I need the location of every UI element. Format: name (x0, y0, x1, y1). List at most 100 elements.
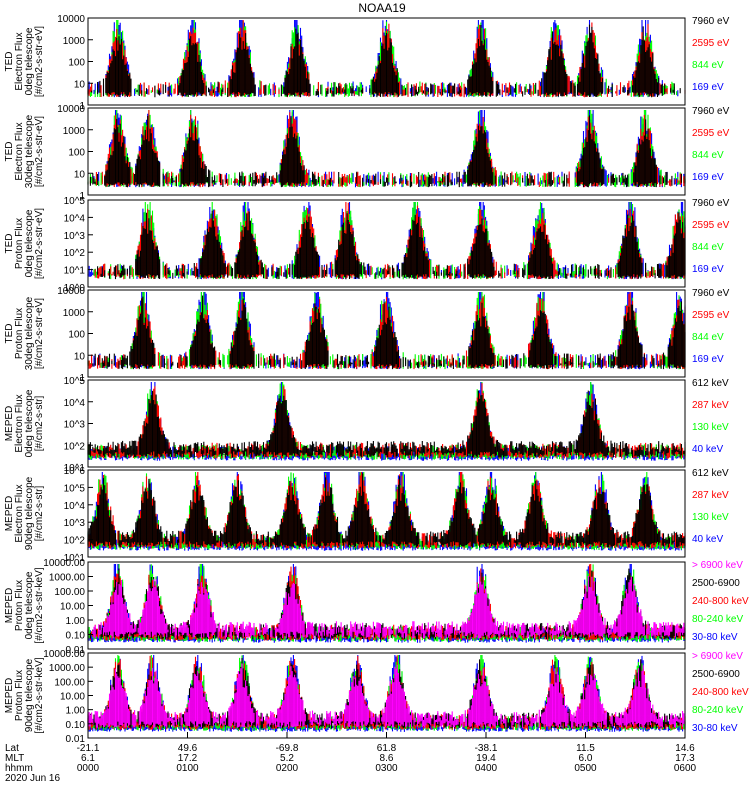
ylabel-line: [#/cm2-s-str-keV] (34, 567, 45, 643)
xtick-label: 0000 (77, 763, 100, 774)
ylabel-line: TED (4, 234, 15, 254)
ylabel-line: Electron Flux (14, 394, 25, 452)
ytick-label: 100 (68, 148, 85, 159)
panel-5-traces (87, 382, 686, 461)
ytick-label: 1 (79, 101, 85, 112)
legend-entry: 2595 eV (692, 38, 730, 49)
panel-6-frame (87, 469, 686, 558)
ytick-label: 10^1 (64, 463, 86, 474)
ylabel-line: 0deg telescope (24, 27, 35, 95)
ytick-label: 100.00 (54, 587, 85, 598)
xtick-label: 0100 (176, 763, 199, 774)
ytick-label: 10000 (57, 14, 85, 25)
ylabel-line: Electron Flux (14, 32, 25, 90)
xtick-label: 8.6 (380, 753, 394, 764)
legend-entry: 240-800 keV (692, 687, 749, 698)
ylabel-line: [#/cm2-s-str-keV] (34, 657, 45, 733)
ytick-label: 10^3 (64, 420, 86, 431)
ytick-label: 100.00 (54, 677, 85, 688)
ylabel-line: Proton Flux (14, 308, 25, 359)
xtick-label: -38.1 (475, 743, 498, 754)
ylabel-line: TED (4, 324, 15, 344)
ytick-label: 10^3 (64, 518, 86, 529)
legend-entry: 7960 eV (692, 288, 730, 299)
ylabel-line: 0deg telescope (24, 209, 35, 277)
xtick-label: 49.6 (178, 743, 198, 754)
legend-entry: 240-800 keV (692, 596, 749, 607)
xtick-label: 6.0 (579, 753, 593, 764)
ylabel-line: 30deg telescope (24, 114, 35, 188)
ytick-label: 10^4 (64, 501, 86, 512)
ylabel-line: Proton Flux (14, 580, 25, 631)
xtick-label: -69.8 (276, 743, 299, 754)
panel-6-traces (87, 472, 686, 551)
ylabel-line: MEPED (4, 588, 15, 624)
ytick-label: 10000.00 (43, 649, 85, 660)
panel-4: 1 10 100 1000 10000 TED Proton Flux 30deg teles… (4, 286, 730, 384)
xaxis-row-label: MLT (5, 753, 24, 764)
ylabel-line: 90deg telescope (24, 476, 35, 550)
legend-entry: 169 eV (692, 172, 724, 183)
ylabel-line: 0deg telescope (24, 389, 35, 457)
ylabel-line: Proton Flux (14, 218, 25, 269)
ytick-label: 10000 (57, 286, 85, 297)
legend-entry: 169 eV (692, 82, 724, 93)
panel-6: 10^1 10^2 10^3 10^4 10^5 10^6 MEPED Electron Fl… (4, 466, 729, 564)
legend-entry: 2595 eV (692, 220, 730, 231)
xtick-label: 0500 (574, 763, 597, 774)
legend-entry: 7960 eV (692, 16, 730, 27)
ylabel-line: MEPED (4, 678, 15, 714)
legend-entry: > 6900 keV (692, 560, 743, 571)
xtick-label: 6.1 (81, 753, 95, 764)
xtick-label: -21.1 (77, 743, 100, 754)
ylabel-line: [#/cm2-s-str-eV] (34, 26, 45, 97)
xtick-label: 0300 (375, 763, 398, 774)
ylabel-line: TED (4, 142, 15, 162)
ylabel-line: 90deg telescope (24, 658, 35, 732)
legend-entry: 2500-6900 (692, 669, 740, 680)
xtick-label: 17.2 (178, 753, 198, 764)
xtick-label: 0400 (475, 763, 498, 774)
xaxis-row-label: Lat (5, 743, 19, 754)
panel-2-series-4 (87, 115, 686, 188)
ytick-label: 1 (79, 191, 85, 202)
ylabel-line: [#/cm2-s-str] (34, 396, 45, 452)
xtick-label: 17.3 (675, 753, 695, 764)
ytick-label: 1.00 (66, 706, 86, 717)
legend-entry: 844 eV (692, 332, 724, 343)
panel-7: 0.01 0.10 1.00 10.00 100.00 1000.00 10000.00 ME… (4, 558, 749, 656)
ytick-label: 10000 (57, 104, 85, 115)
legend-entry: 80-240 keV (692, 614, 743, 625)
panel-3-series-4 (97, 210, 686, 280)
xtick-label: 61.8 (377, 743, 397, 754)
legend-entry: 612 keV (692, 378, 729, 389)
ytick-label: 0.01 (66, 734, 86, 745)
panel-2-traces (87, 110, 686, 188)
panel-3-frame (87, 199, 686, 288)
ytick-label: 1000.00 (49, 573, 86, 584)
legend-entry: 40 keV (692, 444, 723, 455)
panel-7-traces (87, 564, 686, 643)
legend-entry: > 6900 keV (692, 651, 743, 662)
legend-entry: 2595 eV (692, 128, 730, 139)
panel-4-traces (87, 292, 686, 370)
panel-5: 10^1 10^2 10^3 10^4 10^5 MEPED Electron Flux 0d… (4, 376, 729, 474)
panel-7-series-5 (92, 576, 686, 639)
legend-entry: 2595 eV (692, 310, 730, 321)
legend-entry: 844 eV (692, 60, 724, 71)
ylabel-line: [#/cm2-s-str-eV] (34, 298, 45, 369)
legend-entry: 169 eV (692, 264, 724, 275)
legend-entry: 30-80 keV (692, 632, 738, 643)
xtick-label: 0200 (276, 763, 299, 774)
xtick-label: 19.4 (476, 753, 496, 764)
ytick-label: 10 (74, 351, 86, 362)
ylabel-line: [#/cm2-s-str-eV] (34, 116, 45, 187)
legend-entry: 80-240 keV (692, 705, 743, 716)
ytick-label: 10 (74, 169, 86, 180)
panel-8: 0.01 0.10 1.00 10.00 100.00 1000.00 10000.00 ME… (4, 649, 749, 745)
panel-1-traces (87, 20, 686, 98)
xaxis-row-label: hhmm (5, 763, 33, 774)
ylabel-line: Electron Flux (14, 122, 25, 180)
